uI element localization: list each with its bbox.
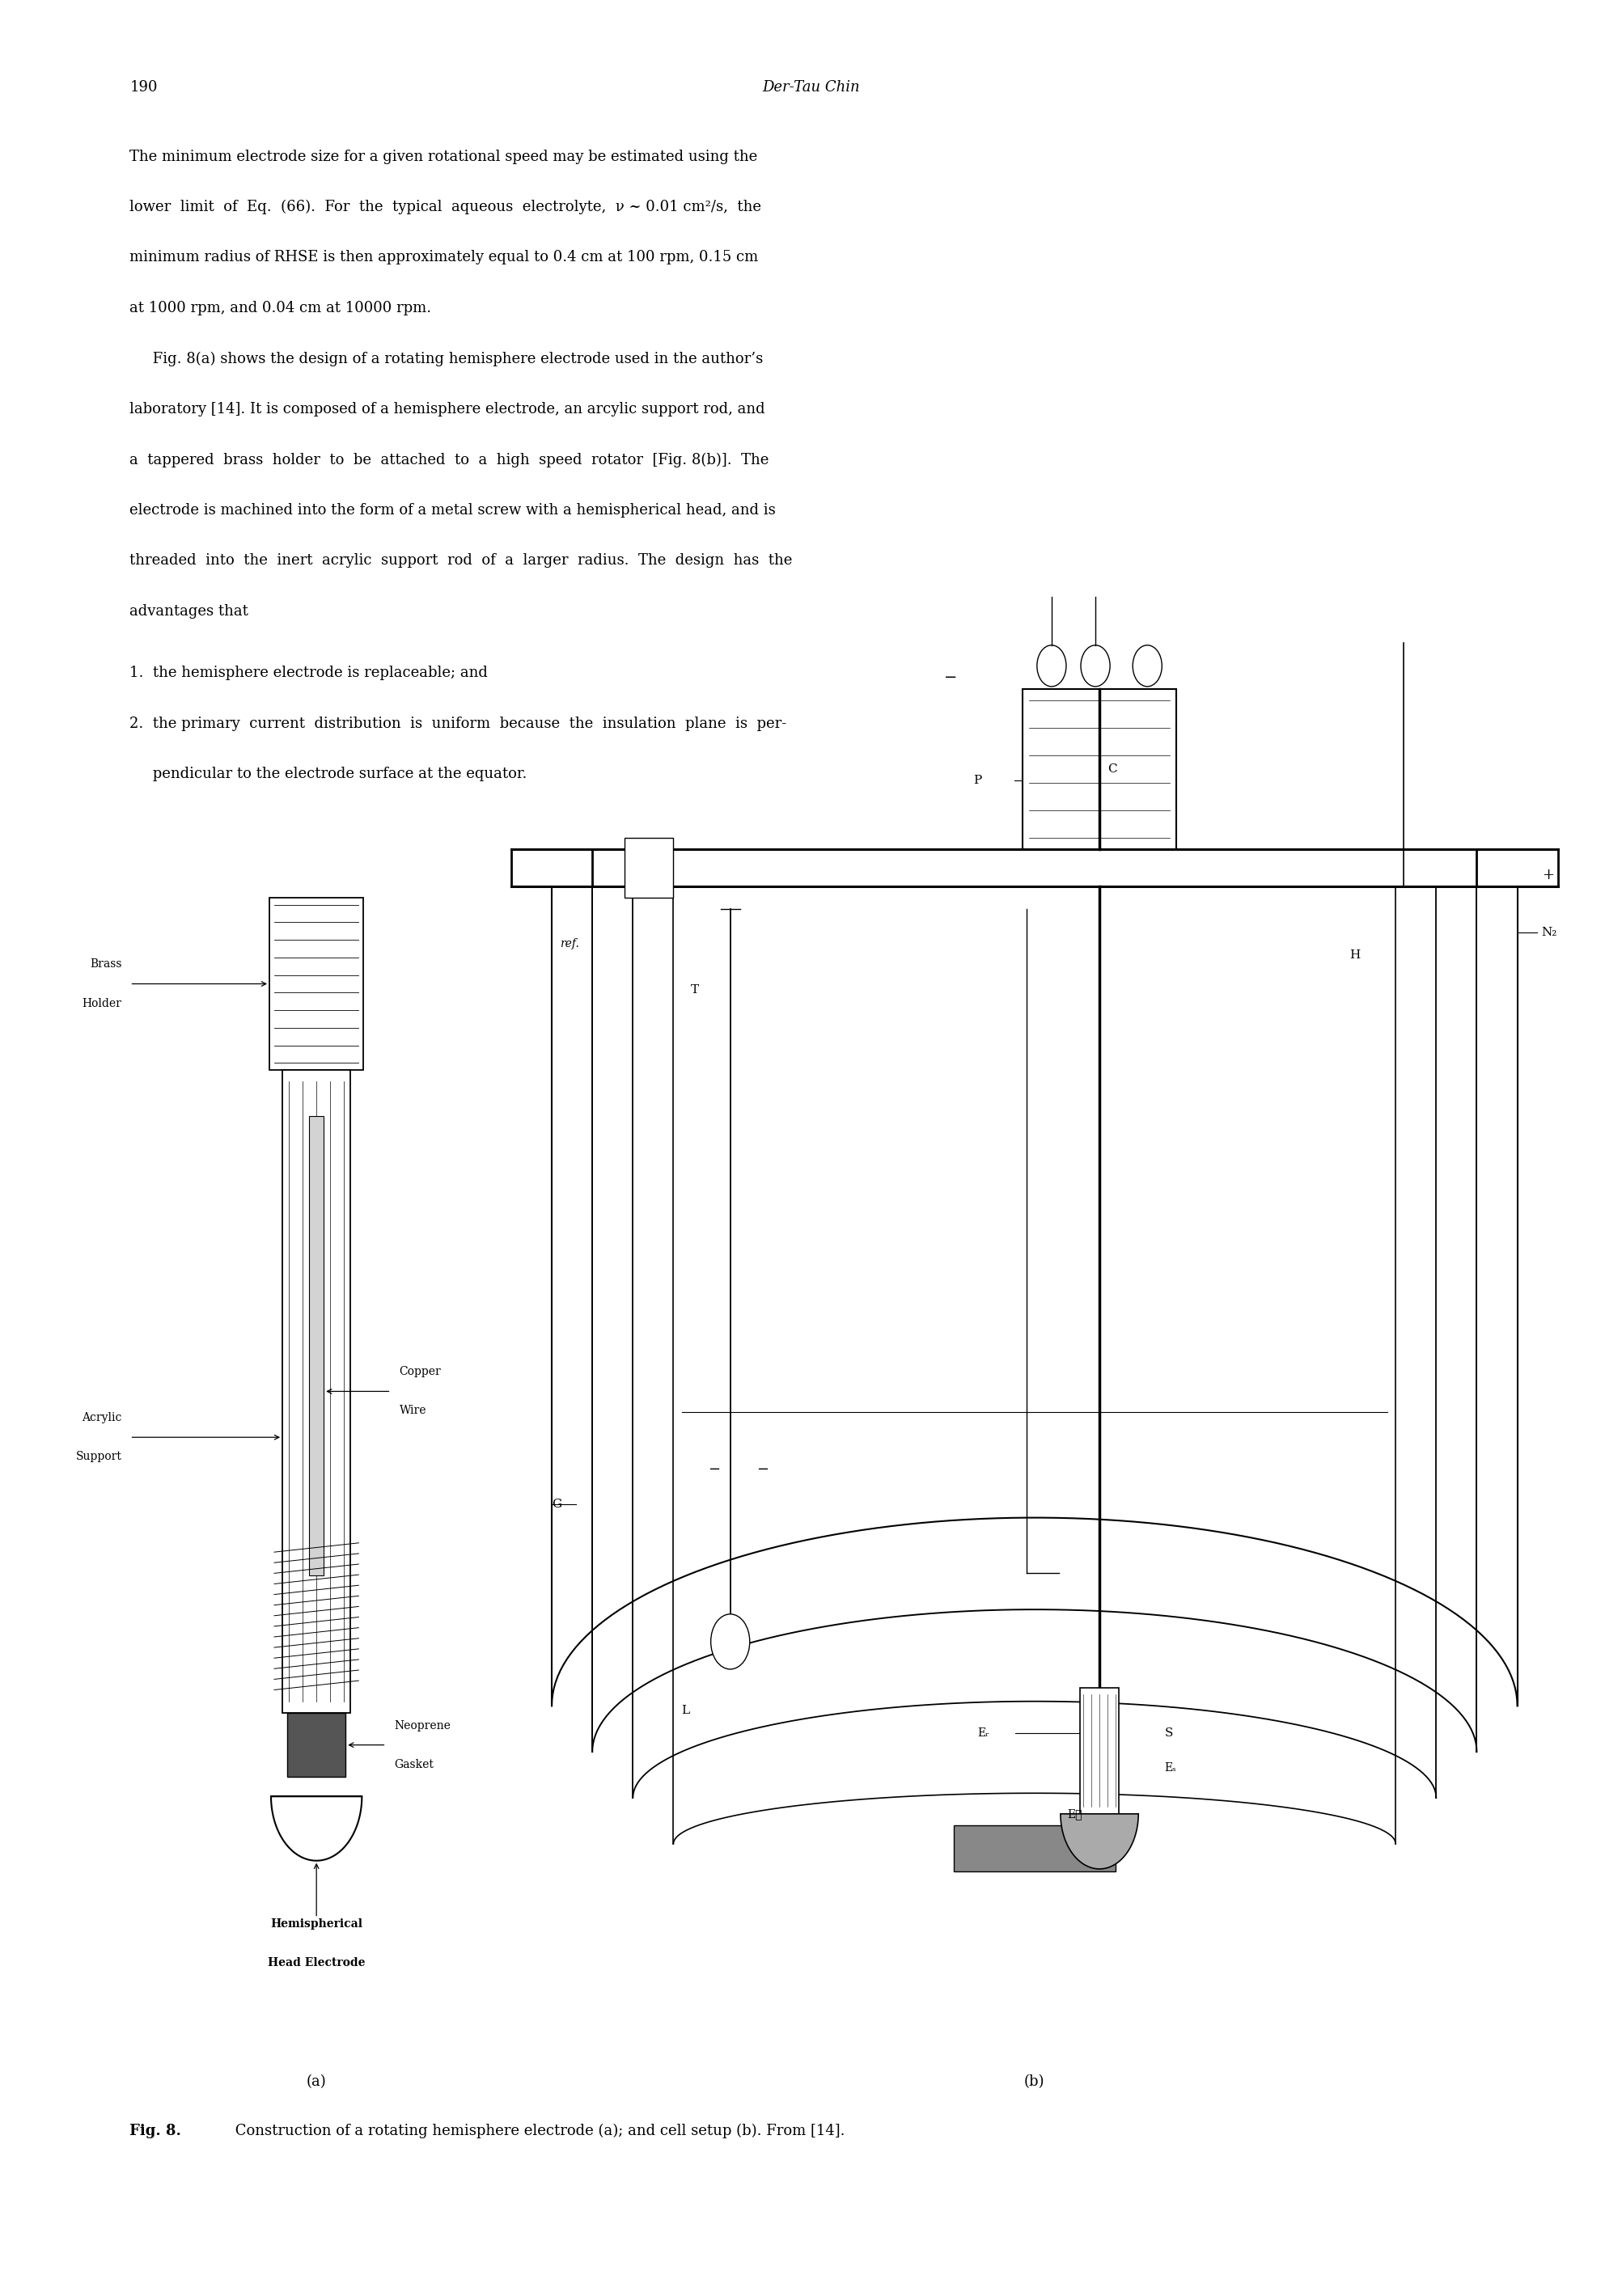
- Text: Holder: Holder: [83, 999, 122, 1008]
- Text: 1.  the hemisphere electrode is replaceable; and: 1. the hemisphere electrode is replaceab…: [130, 666, 488, 680]
- Text: (b): (b): [1023, 2076, 1045, 2089]
- Text: at 1000 rpm, and 0.04 cm at 10000 rpm.: at 1000 rpm, and 0.04 cm at 10000 rpm.: [130, 301, 431, 315]
- Bar: [287, 1713, 345, 1777]
- Text: −: −: [756, 1463, 769, 1476]
- Text: Fig. 8(a) shows the design of a rotating hemisphere electrode used in the author: Fig. 8(a) shows the design of a rotating…: [130, 351, 762, 365]
- Text: P: P: [973, 776, 981, 785]
- Text: Construction of a rotating hemisphere electrode (a); and cell setup (b). From [1: Construction of a rotating hemisphere el…: [230, 2124, 845, 2138]
- Text: advantages that: advantages that: [130, 604, 248, 618]
- Text: Hemispherical: Hemispherical: [271, 1917, 362, 1929]
- Bar: [1022, 689, 1176, 850]
- Text: N₂: N₂: [1541, 928, 1557, 937]
- Bar: [954, 1825, 1116, 1871]
- Text: G: G: [551, 1499, 561, 1508]
- Circle shape: [1080, 645, 1109, 687]
- Text: Gasket: Gasket: [394, 1759, 433, 1770]
- Text: Head Electrode: Head Electrode: [268, 1956, 365, 1968]
- Text: a  tappered  brass  holder  to  be  attached  to  a  high  speed  rotator  [Fig.: a tappered brass holder to be attached t…: [130, 452, 769, 466]
- Text: lower  limit  of  Eq.  (66).  For  the  typical  aqueous  electrolyte,  ν ~ 0.01: lower limit of Eq. (66). For the typical…: [130, 200, 761, 214]
- Text: +: +: [1541, 868, 1552, 882]
- Text: 2.  the primary  current  distribution  is  uniform  because  the  insulation  p: 2. the primary current distribution is u…: [130, 716, 787, 730]
- Circle shape: [710, 1614, 749, 1669]
- Polygon shape: [271, 1795, 362, 1860]
- Text: (a): (a): [307, 2076, 326, 2089]
- Bar: [624, 838, 673, 898]
- Bar: [308, 1116, 324, 1575]
- Circle shape: [1132, 645, 1161, 687]
- Text: L: L: [681, 1706, 689, 1715]
- Text: The minimum electrode size for a given rotational speed may be estimated using t: The minimum electrode size for a given r…: [130, 149, 757, 163]
- Text: 190: 190: [130, 80, 157, 94]
- Text: Acrylic: Acrylic: [81, 1412, 122, 1424]
- Text: laboratory [14]. It is composed of a hemisphere electrode, an arcylic support ro: laboratory [14]. It is composed of a hem…: [130, 402, 766, 416]
- Bar: [1080, 1688, 1119, 1814]
- Text: −: −: [707, 1463, 720, 1476]
- Bar: [282, 1070, 350, 1713]
- Circle shape: [1036, 645, 1066, 687]
- Polygon shape: [1061, 1814, 1139, 1869]
- Text: Support: Support: [76, 1451, 122, 1463]
- Text: C: C: [1108, 765, 1116, 774]
- Text: Brass: Brass: [89, 960, 122, 971]
- Text: T: T: [689, 985, 699, 994]
- Text: Der-Tau Chin: Der-Tau Chin: [762, 80, 860, 94]
- Text: Copper: Copper: [399, 1366, 441, 1378]
- Text: Neoprene: Neoprene: [394, 1720, 451, 1731]
- Text: Fig. 8.: Fig. 8.: [130, 2124, 182, 2138]
- Text: pendicular to the electrode surface at the equator.: pendicular to the electrode surface at t…: [130, 767, 527, 781]
- Text: Eᶄ: Eᶄ: [1067, 1809, 1082, 1818]
- Text: −: −: [944, 670, 957, 684]
- Text: S: S: [1165, 1729, 1173, 1738]
- Text: electrode is machined into the form of a metal screw with a hemispherical head, : electrode is machined into the form of a…: [130, 503, 775, 517]
- Text: Eᵣ: Eᵣ: [978, 1729, 989, 1738]
- Text: ref.: ref.: [560, 939, 579, 948]
- Text: minimum radius of RHSE is then approximately equal to 0.4 cm at 100 rpm, 0.15 cm: minimum radius of RHSE is then approxima…: [130, 250, 757, 264]
- Text: threaded  into  the  inert  acrylic  support  rod  of  a  larger  radius.  The  : threaded into the inert acrylic support …: [130, 553, 792, 567]
- Text: Eₛ: Eₛ: [1165, 1763, 1176, 1773]
- Text: Wire: Wire: [399, 1405, 427, 1417]
- Bar: [269, 898, 363, 1070]
- Text: H: H: [1350, 951, 1359, 960]
